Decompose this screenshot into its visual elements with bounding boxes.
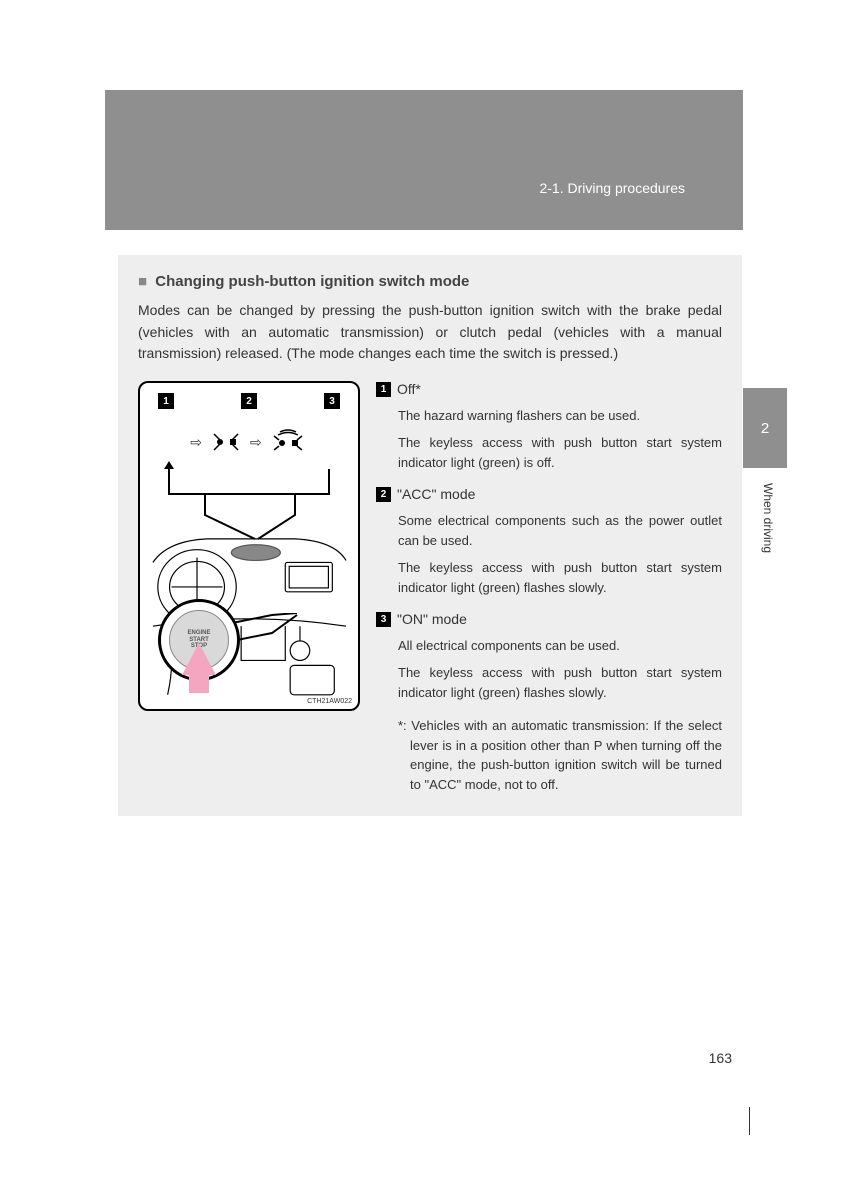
diagram-loop-arrow <box>168 469 330 495</box>
mode-desc: The hazard warning flashers can be used. <box>376 406 722 426</box>
two-column-layout: 1 2 3 ⇨ ⇨ <box>138 381 722 794</box>
diagram-badge-2: 2 <box>241 393 257 409</box>
speech-pointer-icon <box>232 613 302 653</box>
diagram-mode-icons: ⇨ ⇨ <box>150 419 348 465</box>
mode-desc: Some electrical components such as the p… <box>376 511 722 550</box>
mode-desc: All electrical components can be used. <box>376 636 722 656</box>
diagram-box: 1 2 3 ⇨ ⇨ <box>138 381 360 711</box>
image-code: CTH21AW022 <box>307 698 352 705</box>
key-on-icon <box>268 426 308 458</box>
press-arrow-icon <box>182 643 216 675</box>
mode-block-acc: 2 "ACC" mode Some electrical components s… <box>376 486 722 597</box>
mode-block-off: 1 Off* The hazard warning flashers can be… <box>376 381 722 472</box>
section-title-text: Changing push-button ignition switch mod… <box>155 273 469 290</box>
mode-desc: The keyless access with push button star… <box>376 663 722 702</box>
footer-tick-mark <box>749 1107 750 1135</box>
diagram-column: 1 2 3 ⇨ ⇨ <box>138 381 360 794</box>
key-acc-icon <box>208 428 244 456</box>
header-bar: 2-1. Driving procedures <box>105 90 743 230</box>
text-column: 1 Off* The hazard warning flashers can be… <box>376 381 722 794</box>
chapter-tab: 2 <box>743 388 787 468</box>
mode-title: 1 Off* <box>376 381 722 398</box>
section-marker-icon: ■ <box>138 273 147 290</box>
mode-badge: 3 <box>376 612 391 627</box>
mode-badge: 1 <box>376 382 391 397</box>
page-number: 163 <box>709 1050 732 1066</box>
mode-desc: The keyless access with push button star… <box>376 433 722 472</box>
chapter-label: When driving <box>761 483 775 553</box>
mode-badge: 2 <box>376 487 391 502</box>
content-box: ■ Changing push-button ignition switch m… <box>118 255 742 816</box>
breadcrumb: 2-1. Driving procedures <box>539 180 685 196</box>
intro-paragraph: Modes can be changed by pressing the pus… <box>138 300 722 365</box>
diagram-top-badges: 1 2 3 <box>150 393 348 409</box>
mode-desc: The keyless access with push button star… <box>376 558 722 597</box>
mode-title: 3 "ON" mode <box>376 611 722 628</box>
mode-title-text: "ACC" mode <box>397 486 475 502</box>
mode-title-text: Off* <box>397 381 421 397</box>
mode-block-on: 3 "ON" mode All electrical components can… <box>376 611 722 702</box>
engine-button-line1: ENGINE <box>187 630 210 637</box>
arrow-icon: ⇨ <box>250 434 262 451</box>
section-title: ■ Changing push-button ignition switch m… <box>138 273 722 290</box>
diagram-badge-1: 1 <box>158 393 174 409</box>
mode-title: 2 "ACC" mode <box>376 486 722 503</box>
chapter-number: 2 <box>761 420 769 437</box>
footnote: *: Vehicles with an automatic transmissi… <box>388 716 722 794</box>
diagram-badge-3: 3 <box>324 393 340 409</box>
arrow-icon: ⇨ <box>190 434 202 451</box>
mode-title-text: "ON" mode <box>397 611 467 627</box>
